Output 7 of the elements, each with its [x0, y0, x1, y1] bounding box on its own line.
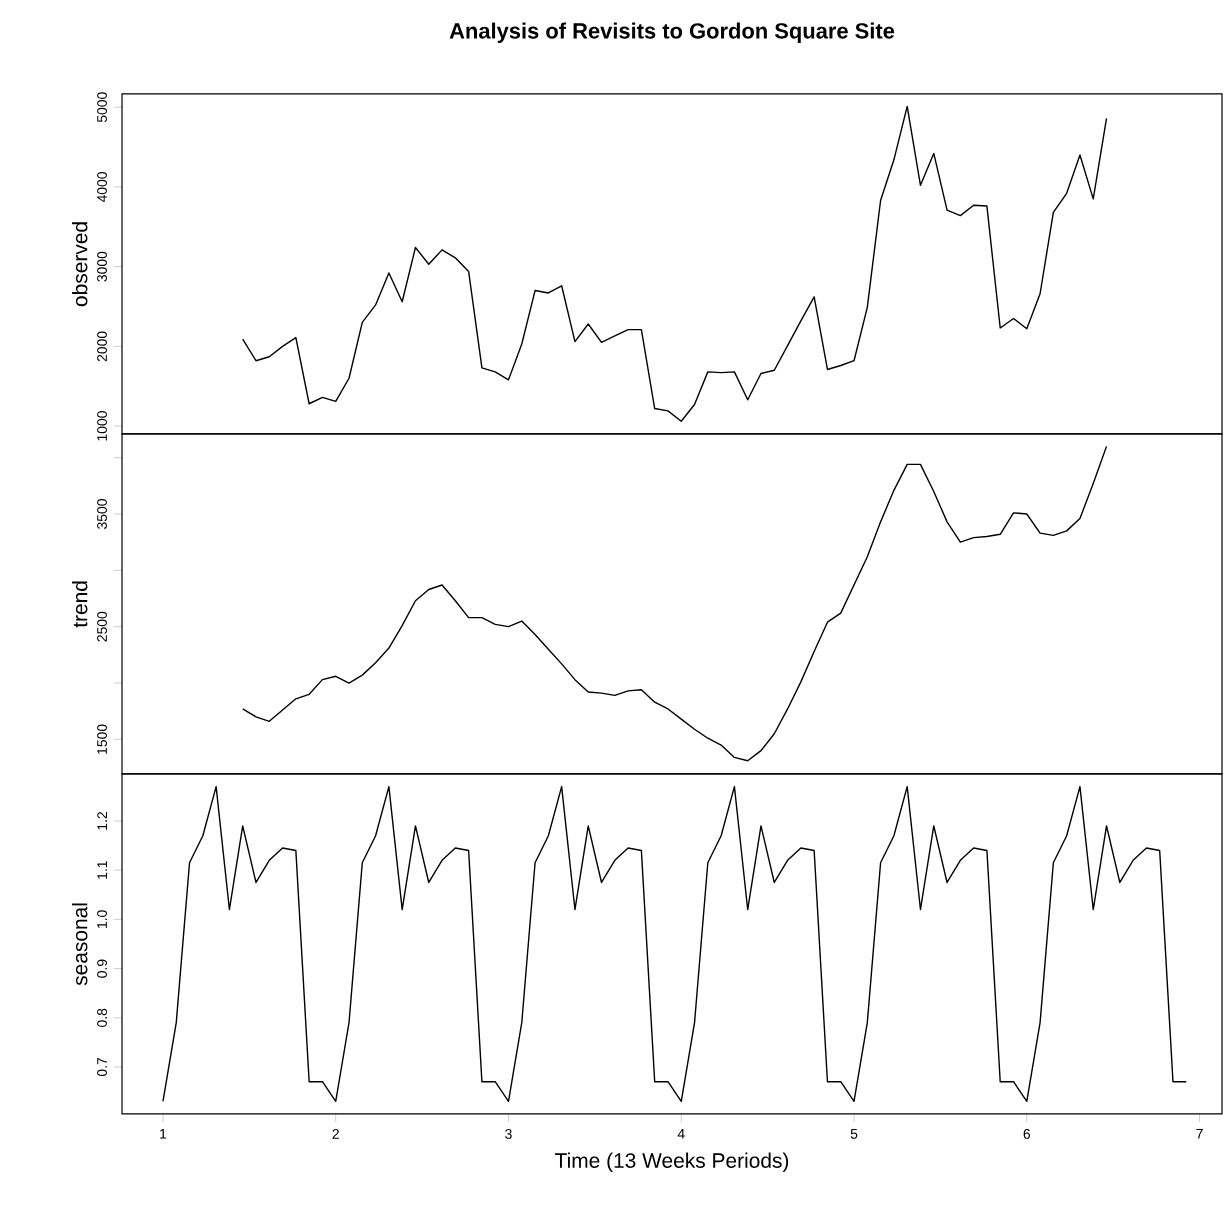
chart-title: Analysis of Revisits to Gordon Square Site	[449, 22, 895, 43]
y-axis-title: trend	[72, 581, 88, 628]
y-axis-title: seasonal	[72, 903, 88, 986]
y-axis-title: observed	[72, 222, 88, 307]
x-axis-title: Time (13 Weeks Periods)	[555, 1152, 789, 1173]
line-series	[241, 105, 1108, 422]
line-series	[162, 785, 1187, 1103]
